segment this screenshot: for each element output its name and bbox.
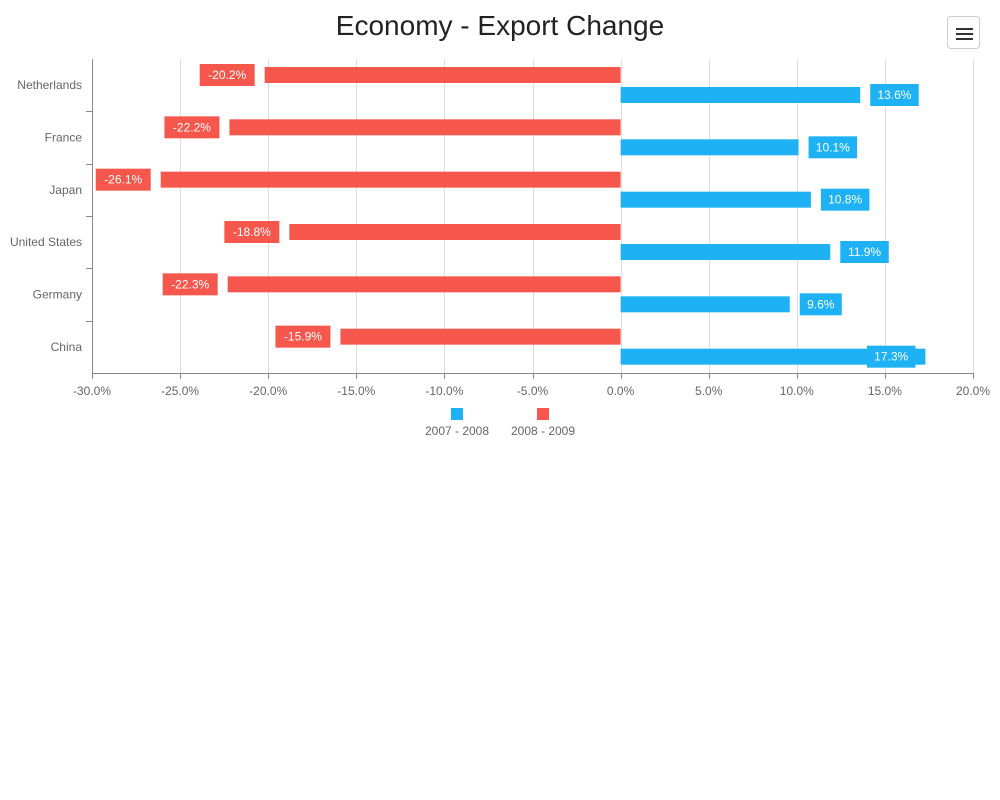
data-label-2007-2008-box [820,188,870,211]
x-tick-label: 15.0% [868,384,902,398]
hamburger-menu-icon-line [956,33,973,35]
legend-swatch [451,408,463,420]
bar-2007-2008 [620,296,790,313]
hamburger-menu-icon-line [956,38,973,40]
x-tick-label: 20.0% [956,384,990,398]
bar-2007-2008 [620,87,861,103]
x-tick-label: -10.0% [425,384,463,398]
bar-2008-2009 [264,67,621,83]
x-tick-label: -25.0% [161,384,199,398]
data-label-2008-2009-box [95,168,151,191]
bar-2008-2009 [160,171,621,188]
data-label-2007-2008-box [840,241,889,263]
data-label-2007-2008: 11.9% [848,245,881,259]
data-label-2007-2008-box [799,293,842,316]
category-label: France [45,131,83,145]
legend-label: 2007 - 2008 [425,424,489,438]
category-label: Germany [33,288,82,302]
bar-2008-2009 [229,119,621,136]
data-label-2008-2009: -22.3% [171,277,209,291]
bar-2008-2009 [227,276,621,293]
data-label-2008-2009-box [275,325,331,348]
data-label-2007-2008-box [866,345,916,368]
category-label: Japan [49,183,82,197]
x-tick-label: -5.0% [517,384,549,398]
category-label: United States [10,235,82,249]
data-label-2007-2008: 10.8% [828,193,862,207]
legend-label: 2008 - 2009 [511,424,575,438]
x-tick-label: -15.0% [337,384,375,398]
data-label-2008-2009: -22.2% [173,120,211,134]
data-label-2007-2008-box [808,136,858,159]
data-label-2008-2009-box [164,116,220,139]
hamburger-menu-icon [956,28,973,30]
legend-swatch [537,408,549,420]
bar-2007-2008 [620,244,831,260]
data-label-2008-2009: -15.9% [284,330,322,344]
data-label-2007-2008: 9.6% [807,297,835,311]
data-label-2008-2009-box [224,221,280,243]
data-label-2007-2008: 10.1% [816,140,850,154]
category-label: Netherlands [17,78,82,92]
data-label-2008-2009-box [162,273,218,296]
chart-title: Economy - Export Change [335,10,665,41]
bar-2007-2008 [620,191,811,208]
chart-menu-button[interactable] [947,16,980,49]
bar-2007-2008 [620,139,799,156]
category-label: China [51,340,83,354]
bar-2008-2009 [289,224,621,240]
data-label-2008-2009: -20.2% [208,68,246,82]
bar-2007-2008 [620,348,926,365]
data-label-2008-2009-box [199,64,255,86]
x-tick-label: -20.0% [249,384,287,398]
x-tick-label: 5.0% [695,384,723,398]
data-label-2007-2008: 17.3% [874,350,908,364]
bar-2008-2009 [340,328,621,345]
x-tick-label: 0.0% [607,384,635,398]
data-label-2007-2008-box [870,84,919,106]
data-label-2007-2008: 13.6% [877,88,911,102]
data-label-2008-2009: -26.1% [104,173,142,187]
data-label-2008-2009: -18.8% [233,225,271,239]
x-tick-label: 10.0% [780,384,814,398]
x-tick-label: -30.0% [73,384,111,398]
